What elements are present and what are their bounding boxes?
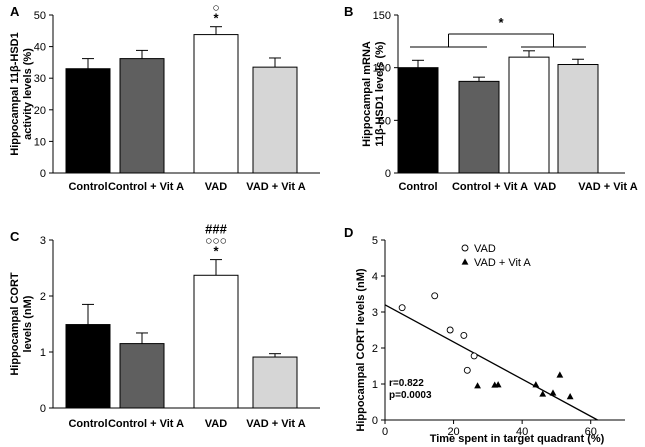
panel-a-category-label: VAD (205, 181, 227, 193)
panel-d-point-vad-vit-a (474, 382, 481, 389)
panel-a-y-axis-title: activity levels (%) (22, 48, 34, 140)
panel-d-legend-marker-vad (461, 244, 469, 252)
panel-c-significance-mark: ### (205, 222, 227, 237)
panel-c-bar-1 (65, 324, 111, 409)
panel-c-y-tick-label: 2 (40, 291, 46, 303)
panel-b-category-label: Control (398, 181, 437, 193)
panel-b-bracket-mark: * (498, 15, 504, 30)
panel-d-point-vad-vit-a (494, 381, 502, 388)
panel-d-x-tick-label: 40 (516, 426, 528, 438)
panel-d-point-vad-vit-a (549, 389, 557, 396)
panel-d-point-vad (460, 331, 468, 339)
panel-a-y-tick-label: 40 (34, 42, 46, 54)
panel-d-y-tick-label: 4 (372, 271, 378, 283)
panel-b-y-tick-label: 150 (373, 10, 391, 22)
panel-d-x-tick-label: 0 (382, 426, 388, 438)
panel-a-label: A (10, 4, 20, 19)
panel-a-y-tick-label: 10 (34, 136, 46, 148)
panel-b-bar-4 (557, 64, 599, 174)
panel-a-significance-mark: ○ (212, 1, 219, 15)
panel-a-bar-4 (252, 66, 298, 174)
panel-d-x-axis-title: Time spent in target quadrant (%) (430, 433, 605, 445)
panel-c-bar-2 (119, 343, 165, 409)
panel-a-bar-2 (119, 58, 165, 174)
panel-c-significance-mark: ○○○ (205, 234, 227, 248)
panel-c-category-label: VAD + Vit A (246, 418, 305, 430)
panel-d-point-vad (463, 366, 471, 374)
panel-c-category-label: VAD (205, 418, 227, 430)
panel-d-point-vad-vit-a (532, 381, 540, 388)
panel-a-y-tick-label: 0 (40, 168, 46, 180)
panel-b-category-label: VAD + Vit A (578, 181, 637, 193)
panel-d-point-vad (446, 326, 454, 334)
panel-b-y-axis-title: 11β-HSD1 levels (%) (374, 41, 386, 146)
panel-d-legend-label: VAD (474, 243, 496, 255)
panel-d-legend-label: VAD + Vit A (474, 257, 531, 269)
panel-a-bar-1 (65, 68, 111, 174)
panel-b-y-tick-label: 100 (373, 63, 391, 75)
panel-b-y-tick-label: 0 (385, 168, 391, 180)
panel-b-y-axis-title: Hippocampal mRNA (361, 41, 373, 147)
panel-c-bar-4 (252, 356, 298, 409)
panel-d-point-vad-vit-a (556, 371, 564, 378)
panel-b-label: B (344, 4, 353, 19)
panel-d-y-tick-label: 0 (372, 415, 378, 427)
panel-a-y-tick-label: 30 (34, 73, 46, 85)
panel-d-point-vad (431, 292, 439, 300)
panel-d-stat-label: p=0.0003 (389, 390, 432, 401)
panel-d-y-axis-title: Hippocampal CORT levels (nM) (355, 268, 367, 432)
panel-d-x-tick-label: 20 (447, 426, 459, 438)
panel-d-x-tick-label: 60 (585, 426, 597, 438)
panel-d-y-tick-label: 1 (372, 379, 378, 391)
panel-b-category-label: Control + Vit A (452, 181, 528, 193)
panel-b-y-tick-label: 50 (379, 115, 391, 127)
panel-c-category-label: Control (68, 418, 107, 430)
panel-a-y-axis-title: Hippocampal 11β-HSD1 (9, 32, 21, 155)
panel-d-point-vad (398, 304, 406, 312)
panel-c-bar-3 (193, 274, 239, 409)
panel-d-y-tick-label: 5 (372, 235, 378, 247)
panel-b-bar-1 (397, 67, 439, 174)
panel-c-significance-mark: * (213, 244, 219, 259)
panel-c-y-tick-label: 1 (40, 347, 46, 359)
panel-d-legend-marker-vad-vit-a (461, 258, 469, 265)
panel-a-y-tick-label: 20 (34, 105, 46, 117)
panel-c-category-label: Control + Vit A (108, 418, 184, 430)
panel-b-bar-2 (458, 80, 500, 174)
panel-c-y-axis-title: Hippocampal CORT (9, 272, 21, 376)
panel-d-point-vad-vit-a (566, 393, 574, 400)
panel-a-category-label: VAD + Vit A (246, 181, 305, 193)
panel-d-fit-line (384, 304, 598, 421)
panel-d-y-tick-label: 3 (372, 307, 378, 319)
panel-c-y-axis-title: levels (nM) (22, 295, 34, 352)
panel-a-bar-3 (193, 34, 239, 174)
panel-c-y-tick-label: 3 (40, 235, 46, 247)
panel-a-category-label: Control (68, 181, 107, 193)
panel-a-category-label: Control + Vit A (108, 181, 184, 193)
panel-d-point-vad (470, 352, 478, 360)
panel-c-label: C (10, 229, 20, 244)
panel-b-category-label: VAD (534, 181, 556, 193)
panel-a-significance-mark: * (213, 11, 219, 26)
panel-d-label: D (344, 225, 353, 240)
panel-d-point-vad-vit-a (539, 390, 547, 397)
panel-d-y-tick-label: 2 (372, 343, 378, 355)
panel-c-y-tick-label: 0 (40, 403, 46, 415)
panel-d-stat-label: r=0.822 (389, 378, 424, 389)
panel-b-bar-3 (508, 56, 550, 174)
panel-a-y-tick-label: 50 (34, 10, 46, 22)
